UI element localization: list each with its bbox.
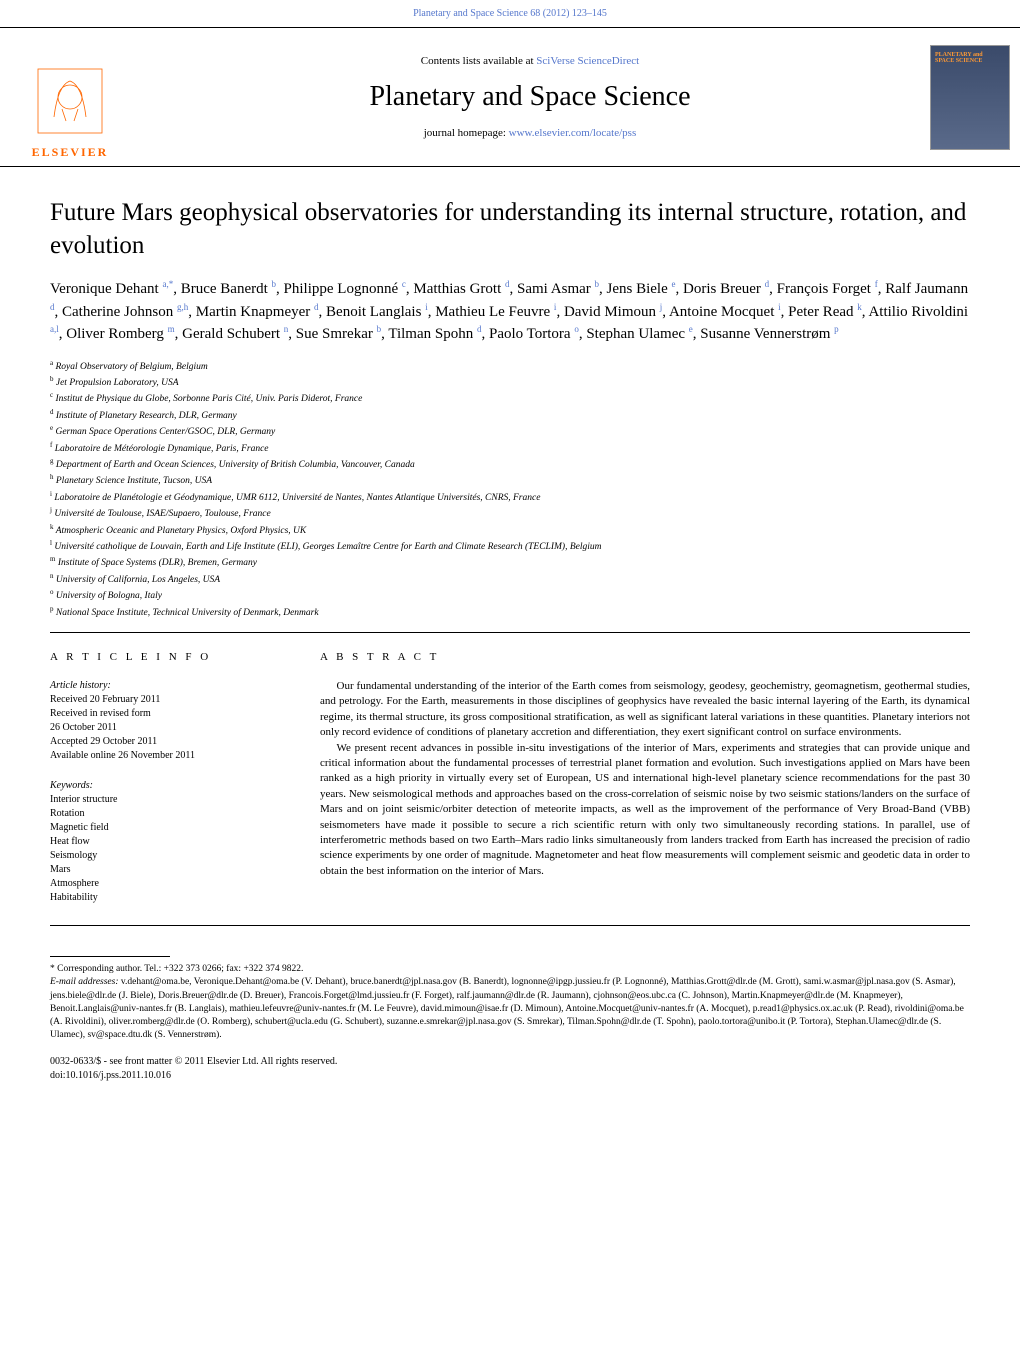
corresponding-author-note: * Corresponding author. Tel.: +322 373 0… xyxy=(50,963,970,976)
keyword-item: Habitability xyxy=(50,891,290,905)
cover-text: PLANETARY and SPACE SCIENCE xyxy=(935,52,983,65)
journal-cover-icon: PLANETARY and SPACE SCIENCE xyxy=(930,45,1010,150)
masthead-center: Contents lists available at SciVerse Sci… xyxy=(140,55,920,139)
affiliation-item: b Jet Propulsion Laboratory, USA xyxy=(50,374,970,390)
footnotes: * Corresponding author. Tel.: +322 373 0… xyxy=(0,957,1020,1043)
affiliation-item: h Planetary Science Institute, Tucson, U… xyxy=(50,472,970,488)
doi-line: doi:10.1016/j.pss.2011.10.016 xyxy=(50,1069,970,1083)
keyword-item: Seismology xyxy=(50,849,290,863)
article-info: A R T I C L E I N F O Article history: R… xyxy=(50,651,290,905)
keyword-item: Mars xyxy=(50,863,290,877)
affiliation-item: l Université catholique de Louvain, Eart… xyxy=(50,538,970,554)
affiliation-item: d Institute of Planetary Research, DLR, … xyxy=(50,407,970,423)
authors-list: Veronique Dehant a,*, Bruce Banerdt b, P… xyxy=(0,278,1020,358)
affiliation-item: c Institut de Physique du Globe, Sorbonn… xyxy=(50,390,970,406)
affiliation-item: p National Space Institute, Technical Un… xyxy=(50,604,970,620)
affiliation-item: e German Space Operations Center/GSOC, D… xyxy=(50,423,970,439)
homepage-line: journal homepage: www.elsevier.com/locat… xyxy=(140,127,920,139)
affiliation-item: i Laboratoire de Planétologie et Géodyna… xyxy=(50,489,970,505)
article-history: Article history: Received 20 February 20… xyxy=(50,679,290,763)
affiliation-item: m Institute of Space Systems (DLR), Brem… xyxy=(50,554,970,570)
abstract-paragraph-2: We present recent advances in possible i… xyxy=(320,741,970,880)
email-addresses: E-mail addresses: v.dehant@oma.be, Veron… xyxy=(50,976,970,1042)
article-info-heading: A R T I C L E I N F O xyxy=(50,651,290,663)
separator-bottom xyxy=(50,925,970,926)
elsevier-logo-icon xyxy=(30,61,110,141)
copyright-block: 0032-0633/$ - see front matter © 2011 El… xyxy=(0,1043,1020,1103)
email-label: E-mail addresses: xyxy=(50,977,119,987)
article-title: Future Mars geophysical observatories fo… xyxy=(0,167,1020,278)
homepage-prefix: journal homepage: xyxy=(424,127,509,139)
history-item: Available online 26 November 2011 xyxy=(50,749,290,763)
publisher-block: ELSEVIER xyxy=(0,28,140,166)
abstract-heading: A B S T R A C T xyxy=(320,651,970,663)
affiliation-item: o University of Bologna, Italy xyxy=(50,587,970,603)
history-item: Accepted 29 October 2011 xyxy=(50,735,290,749)
journal-title: Planetary and Space Science xyxy=(140,81,920,113)
email-list: v.dehant@oma.be, Veronique.Dehant@oma.be… xyxy=(50,977,964,1040)
affiliation-item: a Royal Observatory of Belgium, Belgium xyxy=(50,358,970,374)
abstract-text: Our fundamental understanding of the int… xyxy=(320,679,970,879)
keyword-item: Atmosphere xyxy=(50,877,290,891)
abstract: A B S T R A C T Our fundamental understa… xyxy=(320,651,970,905)
keyword-item: Heat flow xyxy=(50,835,290,849)
copyright-line: 0032-0633/$ - see front matter © 2011 El… xyxy=(50,1055,970,1069)
affiliations-list: a Royal Observatory of Belgium, Belgiumb… xyxy=(0,358,1020,633)
keyword-item: Magnetic field xyxy=(50,821,290,835)
header-citation[interactable]: Planetary and Space Science 68 (2012) 12… xyxy=(0,0,1020,27)
history-item: Received 20 February 2011 xyxy=(50,693,290,707)
affiliation-item: k Atmospheric Oceanic and Planetary Phys… xyxy=(50,522,970,538)
homepage-link[interactable]: www.elsevier.com/locate/pss xyxy=(509,127,637,139)
cover-block: PLANETARY and SPACE SCIENCE xyxy=(920,28,1020,166)
publisher-name: ELSEVIER xyxy=(32,145,109,160)
keywords-label: Keywords: xyxy=(50,779,290,793)
affiliation-item: g Department of Earth and Ocean Sciences… xyxy=(50,456,970,472)
history-item: 26 October 2011 xyxy=(50,721,290,735)
sciencedirect-link[interactable]: SciVerse ScienceDirect xyxy=(536,55,639,67)
affiliation-item: n University of California, Los Angeles,… xyxy=(50,571,970,587)
keyword-item: Rotation xyxy=(50,807,290,821)
keyword-item: Interior structure xyxy=(50,793,290,807)
history-item: Received in revised form xyxy=(50,707,290,721)
masthead: ELSEVIER Contents lists available at Sci… xyxy=(0,27,1020,167)
affiliation-item: j Université de Toulouse, ISAE/Supaero, … xyxy=(50,505,970,521)
contents-line: Contents lists available at SciVerse Sci… xyxy=(140,55,920,67)
contents-prefix: Contents lists available at xyxy=(421,55,536,67)
abstract-paragraph-1: Our fundamental understanding of the int… xyxy=(320,679,970,741)
history-label: Article history: xyxy=(50,679,290,693)
info-abstract-row: A R T I C L E I N F O Article history: R… xyxy=(0,633,1020,905)
affiliation-item: f Laboratoire de Météorologie Dynamique,… xyxy=(50,440,970,456)
keywords-block: Keywords: Interior structureRotationMagn… xyxy=(50,779,290,905)
